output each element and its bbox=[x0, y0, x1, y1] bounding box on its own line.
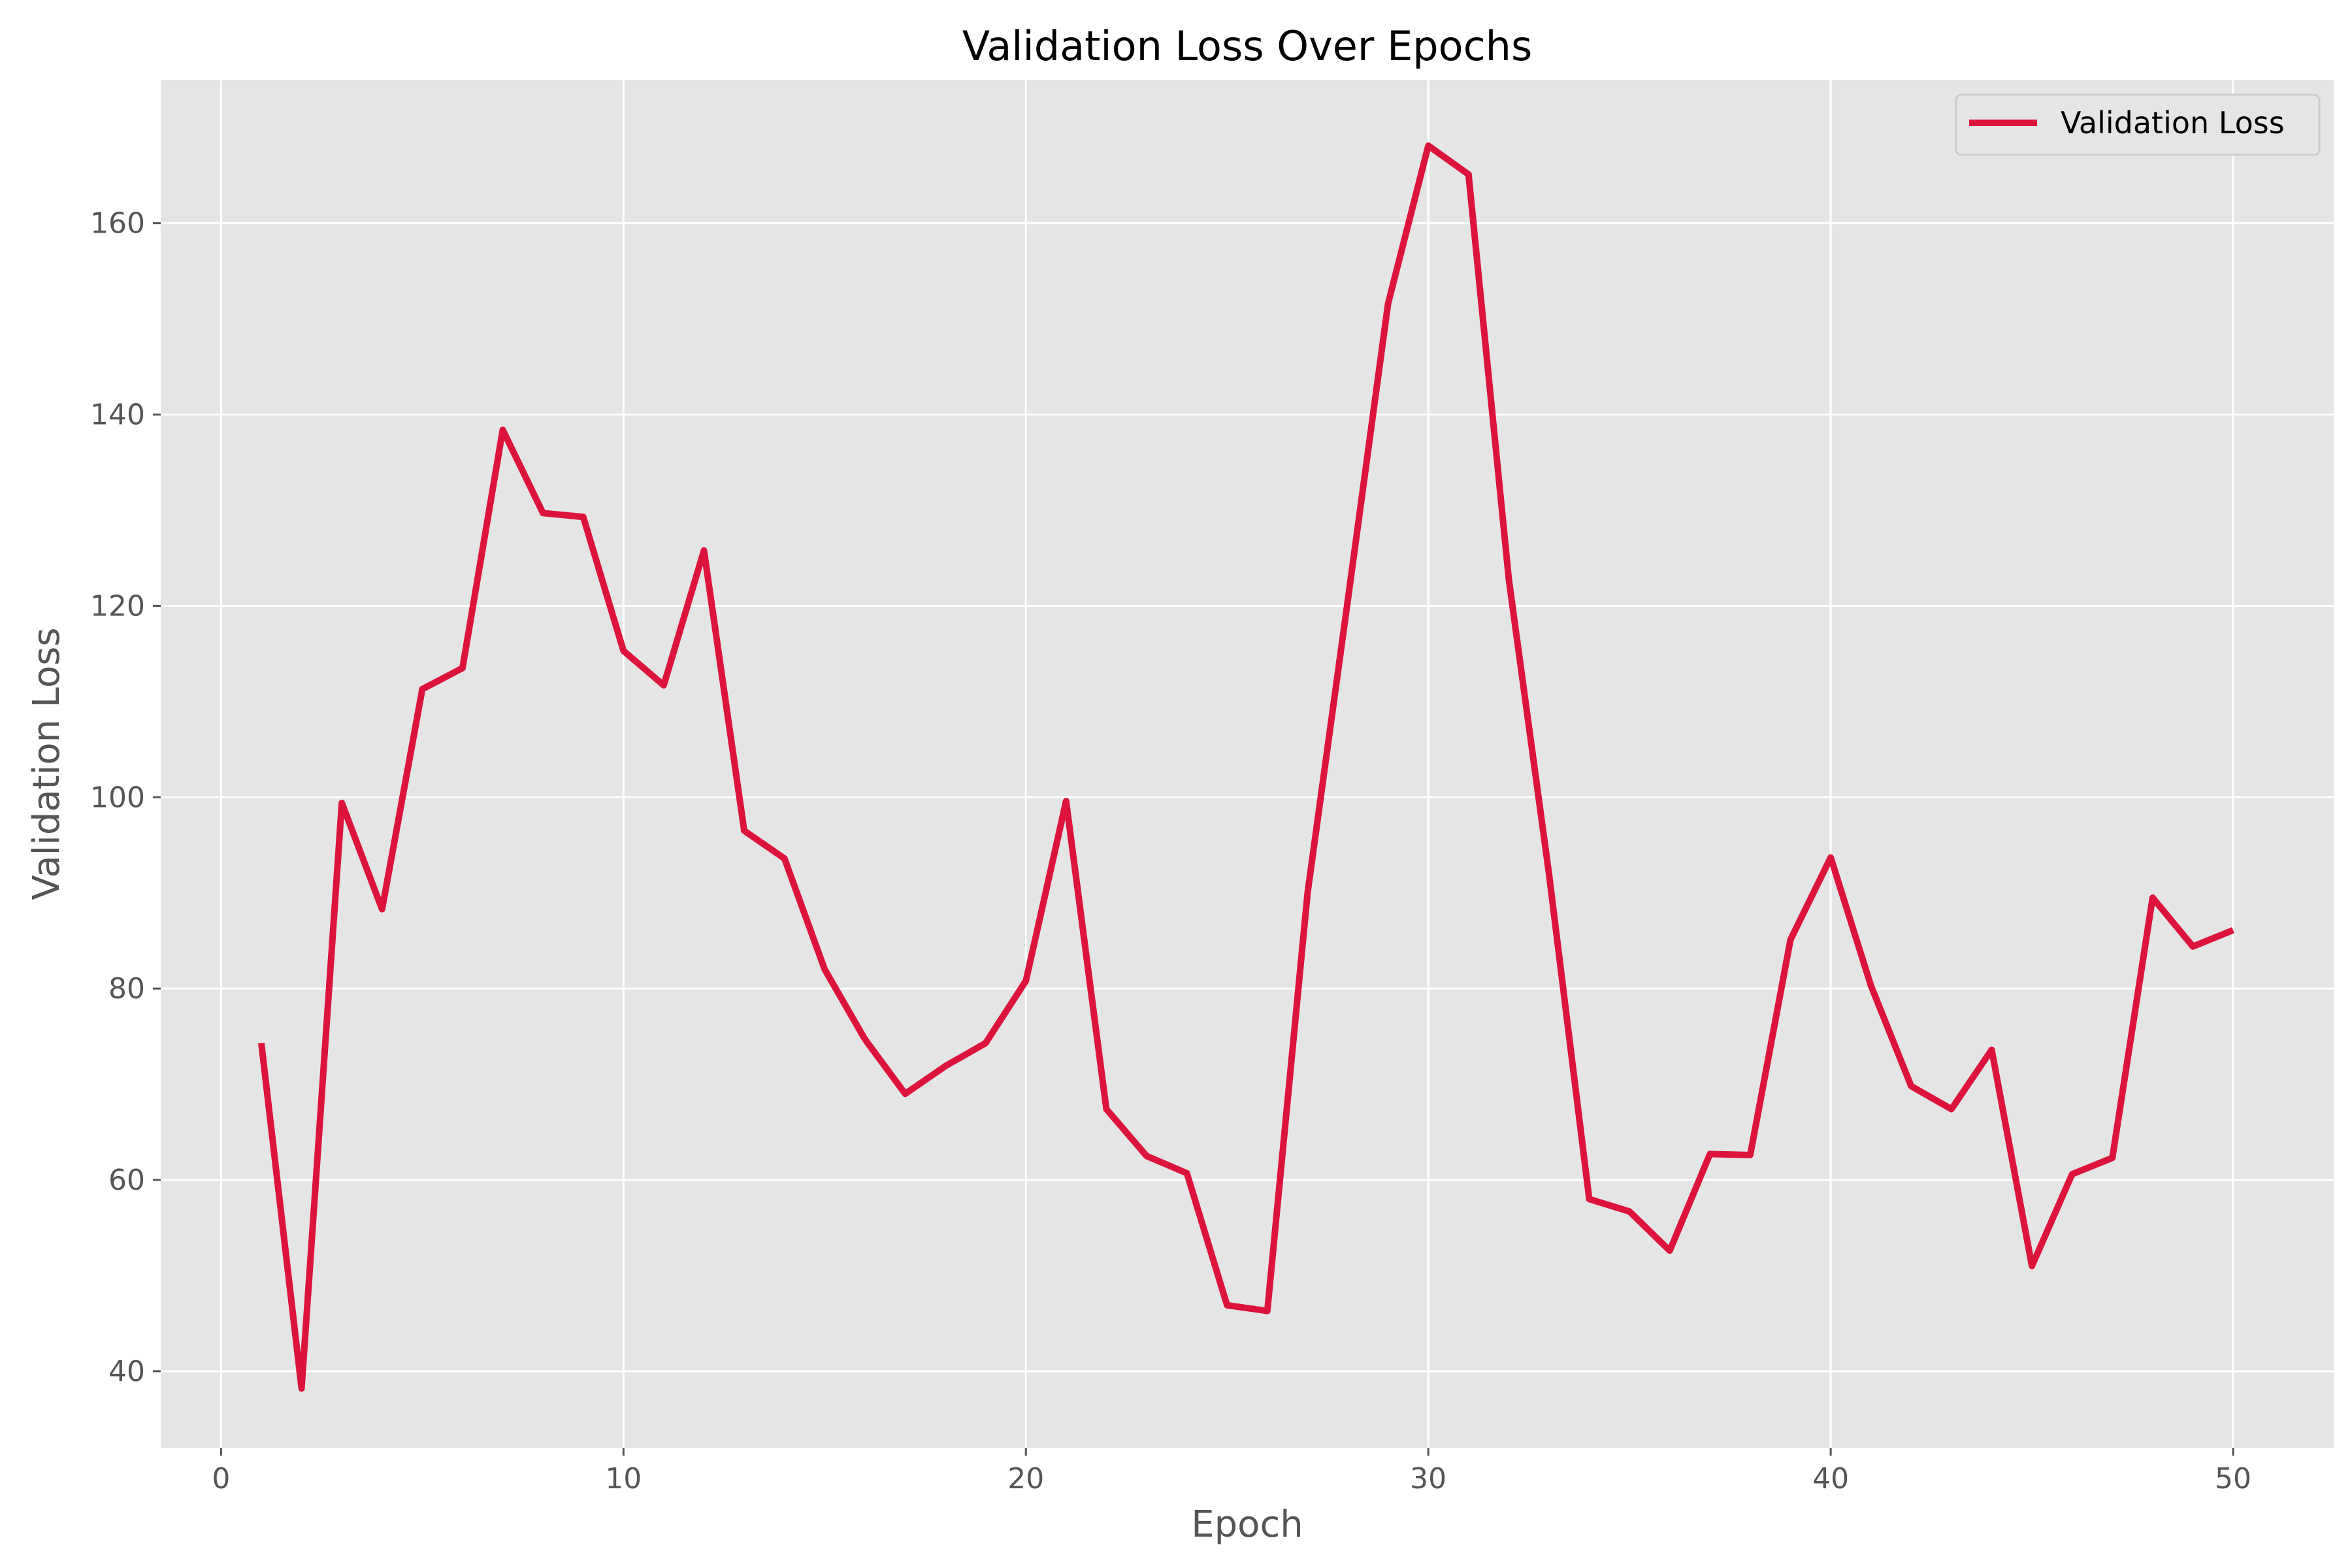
x-tick-label: 0 bbox=[212, 1462, 230, 1495]
x-tick-label: 40 bbox=[1812, 1462, 1849, 1495]
x-tick-label: 50 bbox=[2215, 1462, 2251, 1495]
x-axis-label: Epoch bbox=[1191, 1503, 1303, 1546]
x-tick-label: 10 bbox=[605, 1462, 642, 1495]
y-axis-label: Validation Loss bbox=[25, 627, 68, 900]
y-tick-label: 120 bbox=[90, 589, 145, 623]
x-tick-label: 20 bbox=[1007, 1462, 1044, 1495]
series-layer bbox=[258, 142, 2234, 1392]
chart-title: Validation Loss Over Epochs bbox=[962, 22, 1533, 70]
x-tick-label: 30 bbox=[1410, 1462, 1446, 1495]
plot-area bbox=[161, 80, 2334, 1448]
grid bbox=[161, 80, 2334, 1448]
legend-label: Validation Loss bbox=[2061, 105, 2285, 140]
legend: Validation Loss bbox=[1955, 93, 2321, 156]
y-tick-label: 140 bbox=[90, 399, 145, 432]
y-tick-label: 160 bbox=[90, 207, 145, 240]
y-tick-label: 80 bbox=[108, 972, 145, 1005]
y-tick-label: 100 bbox=[90, 781, 145, 814]
y-tick-label: 40 bbox=[108, 1355, 145, 1388]
series-line bbox=[258, 142, 2234, 1392]
legend-box bbox=[1955, 93, 2321, 156]
y-tick-label: 60 bbox=[108, 1164, 145, 1197]
ticks: 0 10 20 30 40 50 40 60 80 100 120 140 160 bbox=[90, 207, 2251, 1495]
